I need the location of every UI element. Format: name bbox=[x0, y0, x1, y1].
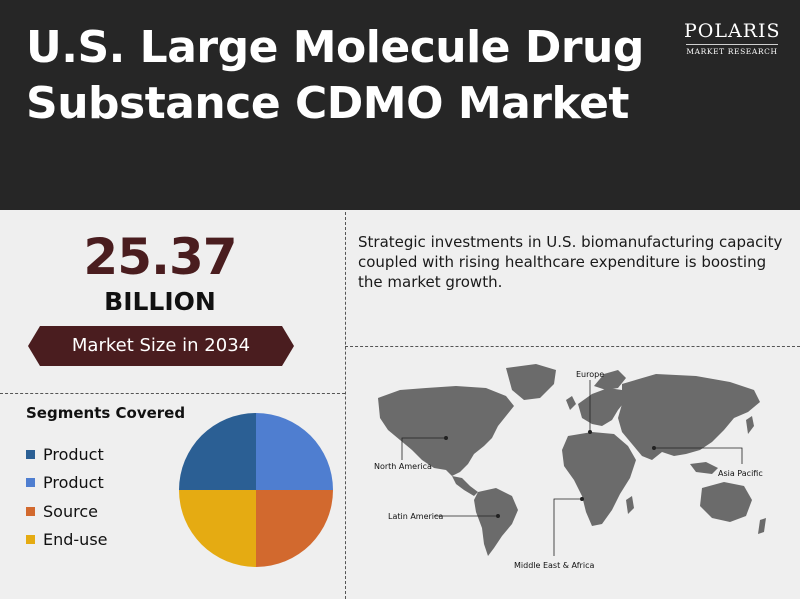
region-label-asia-pacific: Asia Pacific bbox=[718, 469, 763, 478]
right-divider bbox=[345, 346, 800, 347]
segments-legend: Product Product Source End-use bbox=[26, 440, 108, 554]
market-description: Strategic investments in U.S. biomanufac… bbox=[358, 233, 783, 291]
world-map-land bbox=[378, 364, 766, 556]
vertical-divider bbox=[345, 212, 346, 599]
region-label-europe: Europe bbox=[576, 370, 605, 379]
segments-pie bbox=[179, 413, 333, 567]
legend-label: Product bbox=[43, 444, 104, 464]
legend-label: Product bbox=[43, 473, 104, 493]
region-pointers bbox=[401, 380, 743, 556]
asia-pacific-leader bbox=[654, 447, 743, 464]
logo-name: POLARIS bbox=[684, 20, 781, 42]
segments-title: Segments Covered bbox=[26, 404, 186, 422]
logo-divider bbox=[686, 44, 778, 45]
polaris-logo: POLARIS MARKET RESEARCH bbox=[684, 20, 780, 56]
left-divider bbox=[0, 393, 345, 394]
legend-swatch bbox=[26, 449, 35, 459]
pie-slice bbox=[179, 490, 256, 567]
legend-swatch bbox=[26, 506, 35, 516]
legend-label: End-use bbox=[43, 530, 108, 550]
legend-swatch bbox=[26, 535, 35, 545]
north-america-leader bbox=[401, 437, 446, 460]
pie-slice bbox=[256, 490, 333, 567]
legend-item: Product bbox=[26, 469, 108, 498]
market-size-label: Market Size in 2034 bbox=[71, 335, 251, 356]
legend-label: Source bbox=[43, 501, 98, 521]
pie-slice bbox=[256, 413, 333, 490]
world-map bbox=[378, 364, 766, 556]
legend-item: End-use bbox=[26, 526, 108, 555]
header-banner: U.S. Large Molecule Drug Substance CDMO … bbox=[0, 0, 800, 210]
pie-slice bbox=[179, 413, 256, 490]
page-title: U.S. Large Molecule Drug Substance CDMO … bbox=[26, 22, 644, 129]
region-label-mea: Middle East & Africa bbox=[514, 561, 595, 570]
market-size-banner: Market Size in 2034 bbox=[28, 326, 294, 366]
legend-swatch bbox=[26, 478, 35, 488]
region-label-latin-america: Latin America bbox=[388, 512, 444, 521]
market-size-unit: BILLION bbox=[104, 287, 216, 316]
mea-leader bbox=[553, 498, 582, 556]
legend-item: Source bbox=[26, 497, 108, 526]
legend-item: Product bbox=[26, 440, 108, 469]
market-size-value: 25.37 bbox=[83, 228, 237, 286]
logo-subtitle: MARKET RESEARCH bbox=[686, 47, 778, 56]
region-label-north-america: North America bbox=[374, 462, 432, 471]
